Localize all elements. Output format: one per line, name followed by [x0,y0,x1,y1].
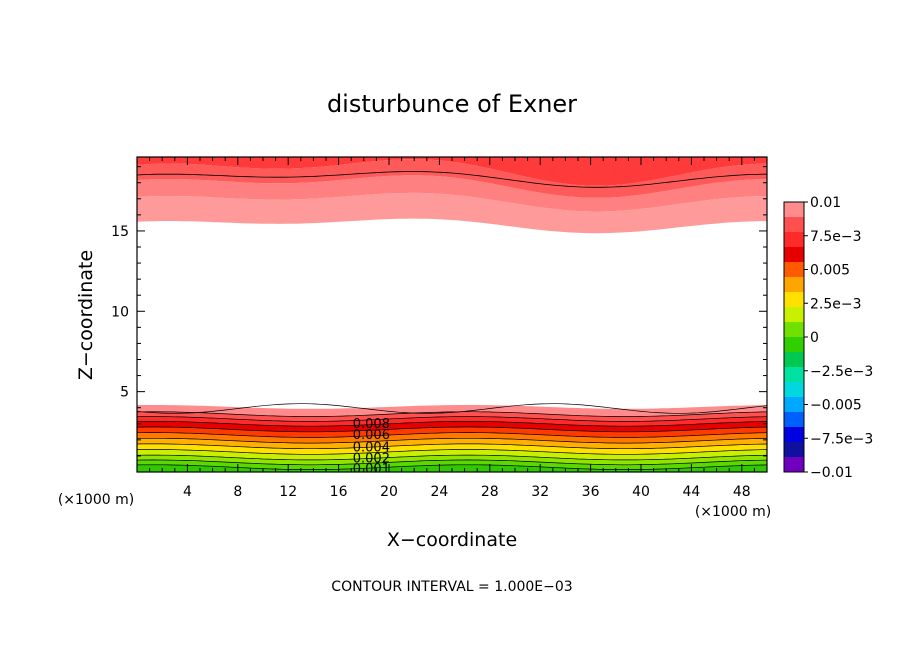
contour-line [137,416,767,422]
colorbar-swatch [784,382,804,398]
colorbar-swatch [784,217,804,233]
contour-line [137,421,767,427]
x-tick-label: 48 [733,484,751,500]
contour-label: 0.001 [353,462,390,477]
colorbar-swatch [784,307,804,323]
colorbar-swatch [784,442,804,458]
colorbar-label: 0.01 [810,195,841,211]
contour-label: 0.004 [353,440,390,455]
contour-line [137,443,767,450]
contour-line [137,464,767,470]
contour-line [137,459,767,466]
contour-line [137,437,767,444]
colorbar: 0.01 7.5e−3 0.005 2.5e−3 0 −2.5e−3 −0.005 −7.5e… [783,195,873,481]
contour-band [137,157,767,186]
colorbar-swatch [784,292,804,308]
colorbar-swatch [784,457,804,473]
x-tick-label: 28 [481,484,499,500]
contour-band [137,427,767,438]
x-tick-label: 16 [330,484,348,500]
contour-label: 0.002 [353,452,390,467]
contour-line [137,411,767,417]
contour-band [137,159,767,198]
colorbar-label: −0.005 [810,398,862,414]
colorbar-label: 2.5e−3 [810,296,862,312]
contour-band [137,449,767,460]
contour-label: 0.008 [353,417,390,432]
x-tick-label: 32 [531,484,549,500]
colorbar-swatch [784,352,804,368]
contour-line [137,403,767,414]
contour-band [137,192,767,234]
y-tick-label: 10 [111,304,129,320]
colorbar-label: 7.5e−3 [810,229,862,245]
x-tick-label: 40 [632,484,650,500]
contour-band [137,438,767,449]
contour-band [137,443,767,455]
colorbar-swatch [784,247,804,263]
chart-title: disturbunce of Exner [327,90,577,118]
colorbar-swatch [784,412,804,428]
contour-line [137,449,767,455]
contour-interval-label: CONTOUR INTERVAL = 1.000E−03 [331,579,572,595]
contour-line [137,454,767,461]
y-axis-label: Z−coordinate [75,250,97,380]
x-tick-label: 44 [682,484,700,500]
contour-line [137,426,767,433]
x-axis-label: X−coordinate [387,529,517,551]
colorbar-swatch [784,232,804,248]
x-tick-label: 20 [380,484,398,500]
colorbar-swatch [784,397,804,413]
colorbar-label: 0.005 [810,263,850,279]
x-tick-label: 12 [279,484,297,500]
contour-band [137,405,767,417]
colorbar-swatch [784,202,804,218]
contour-band [137,175,767,212]
colorbar-swatch [784,427,804,443]
colorbar-swatch [784,322,804,338]
colorbar-label: 0 [810,330,819,346]
y-tick-label: 15 [111,224,129,240]
x-unit-right: (×1000 m) [695,504,771,520]
contour-band [137,421,767,432]
x-tick-label: 36 [582,484,600,500]
y-tick-label: 5 [120,385,129,401]
colorbar-swatch [784,367,804,383]
contour-label: 0.006 [353,428,390,443]
colorbar-swatch [784,262,804,278]
contour-line [137,432,767,438]
colorbar-swatch [784,277,804,293]
colorbar-label: −2.5e−3 [810,364,873,380]
contour-band [137,432,767,444]
contour-line [137,171,767,188]
x-unit-left: (×1000 m) [58,492,134,508]
x-tick-label: 24 [430,484,448,500]
x-tick-label: 8 [233,484,242,500]
colorbar-swatch [784,337,804,353]
x-tick-label: 4 [183,484,192,500]
colorbar-label: −7.5e−3 [810,431,873,447]
colorbar-label: −0.01 [810,465,853,481]
